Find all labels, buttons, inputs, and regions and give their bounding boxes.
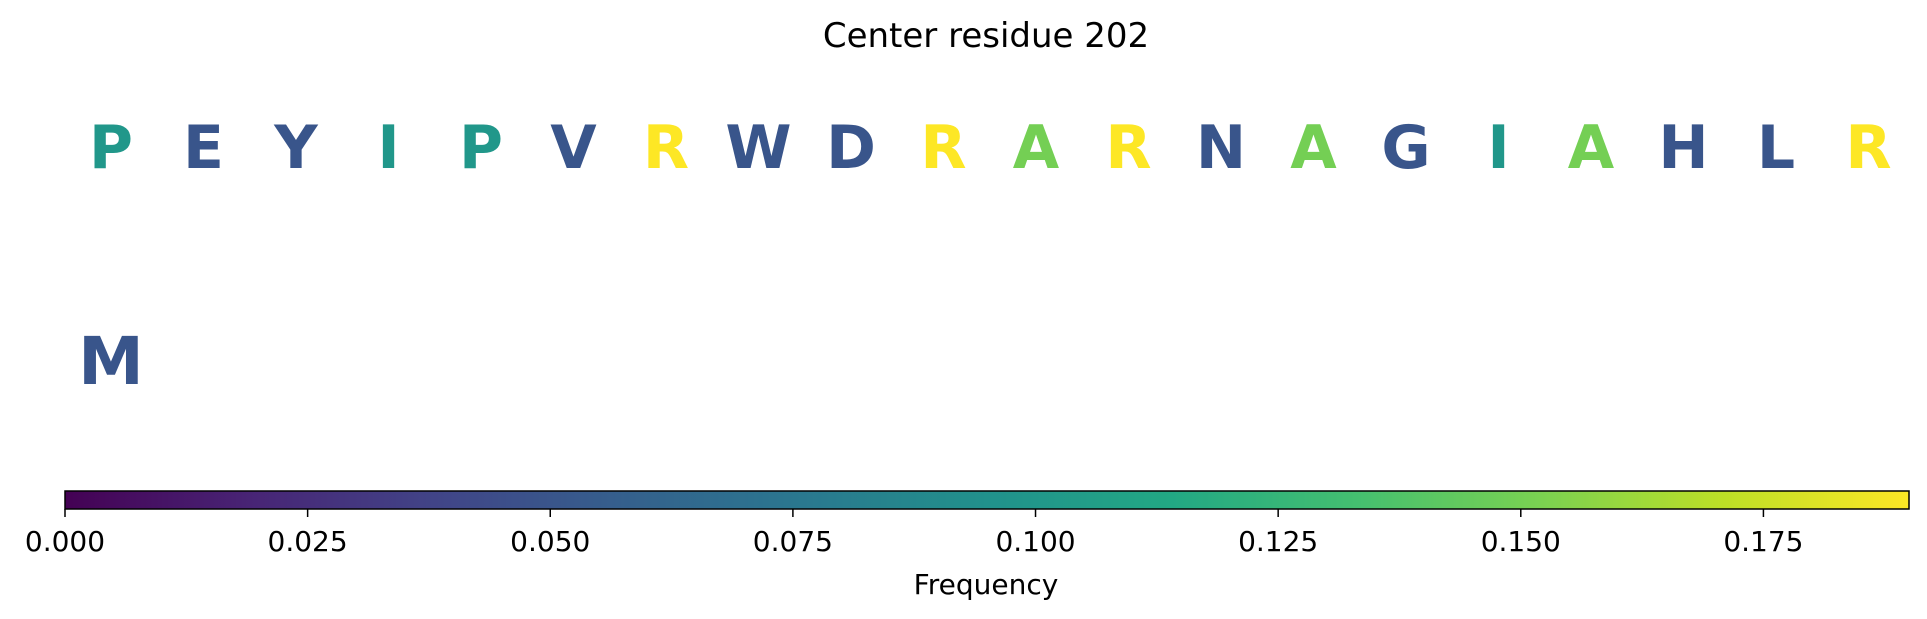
residue-letter: D <box>826 113 876 183</box>
residue-letter: Y <box>273 113 319 183</box>
residue-letter: L <box>1757 113 1795 183</box>
colorbar-tick-label: 0.100 <box>995 525 1075 558</box>
colorbar: 0.000 0.025 0.050 0.075 0.100 0.125 0.150 0.175… <box>25 490 1910 601</box>
residue-letter: P <box>459 113 503 183</box>
colorbar-ticks: 0.000 0.025 0.050 0.075 0.100 0.125 0.150 0.175 <box>25 509 1804 558</box>
residue-letter: A <box>1290 113 1337 183</box>
center-residue-group: M <box>78 323 144 400</box>
residue-letter: A <box>1013 113 1060 183</box>
colorbar-tick-label: 0.175 <box>1723 525 1803 558</box>
colorbar-tick-label: 0.025 <box>268 525 348 558</box>
colorbar-tick-label: 0.000 <box>25 525 105 558</box>
residue-letter: R <box>1845 113 1891 183</box>
residue-letter: N <box>1196 113 1246 183</box>
colorbar-tick-label: 0.075 <box>753 525 833 558</box>
colorbar-tick-label: 0.125 <box>1238 525 1318 558</box>
residue-letter: R <box>920 113 966 183</box>
residue-letter: I <box>1487 113 1509 183</box>
residue-letter: A <box>1568 113 1615 183</box>
residue-letter: E <box>183 113 224 183</box>
colorbar-tick-label: 0.050 <box>510 525 590 558</box>
residue-letter: G <box>1381 113 1430 183</box>
residue-letter: H <box>1658 113 1708 183</box>
residue-letter: V <box>550 113 597 183</box>
residue-letter: W <box>725 113 791 183</box>
residue-letter: I <box>377 113 399 183</box>
residue-letter: R <box>1105 113 1151 183</box>
colorbar-gradient <box>64 490 1910 510</box>
colorbar-tick-label: 0.150 <box>1481 525 1561 558</box>
residue-letter: P <box>89 113 133 183</box>
residue-letter: R <box>643 113 689 183</box>
chart-title: Center residue 202 <box>823 16 1149 56</box>
colorbar-label: Frequency <box>914 568 1059 601</box>
center-residue-letter: M <box>78 323 144 400</box>
